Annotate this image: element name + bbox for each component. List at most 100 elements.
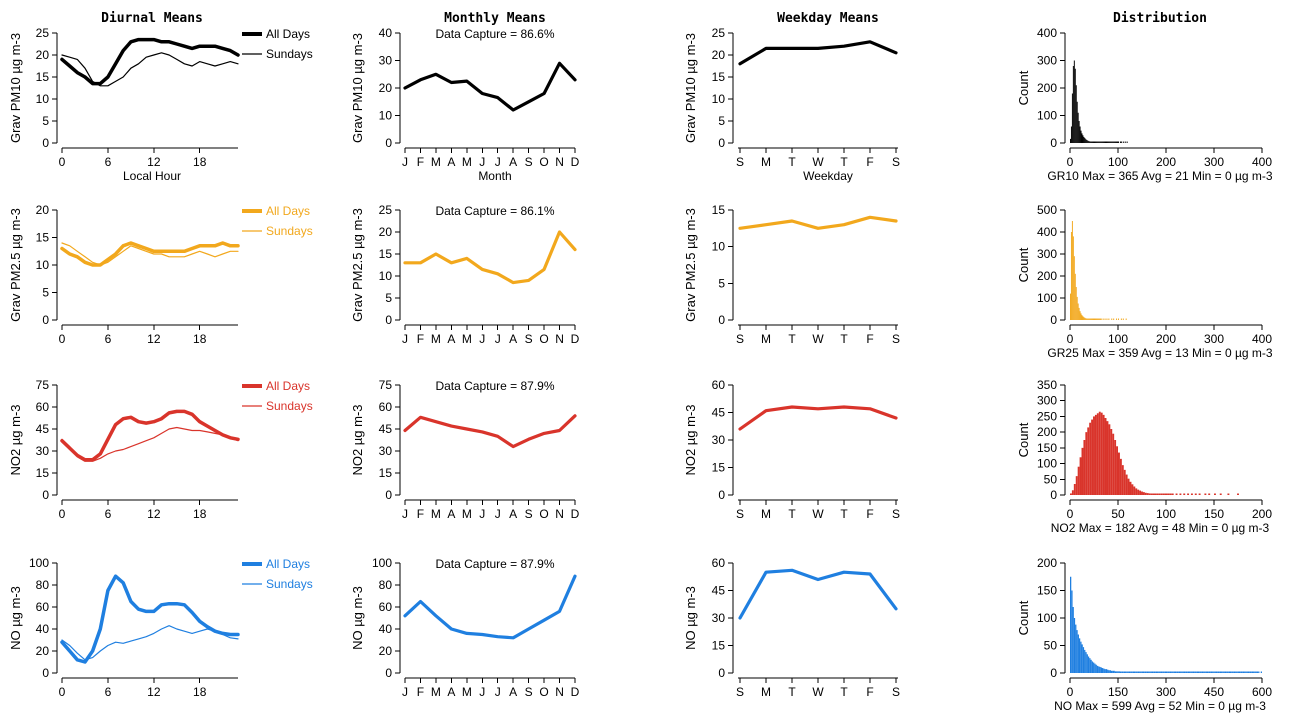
distribution-x-tick-label: 200 xyxy=(1156,332,1176,346)
histogram-bar xyxy=(1206,671,1209,673)
histogram-bar xyxy=(1123,469,1126,495)
histogram-bar xyxy=(1093,416,1095,495)
histogram-bar xyxy=(1227,671,1229,673)
histogram-bar xyxy=(1094,318,1095,320)
histogram-bar xyxy=(1098,666,1100,673)
histogram-bar xyxy=(1096,141,1098,143)
distribution-y-tick-label: 100 xyxy=(1037,457,1057,471)
monthly-y-tick-label: 15 xyxy=(379,466,393,480)
monthly-x-tick-label: N xyxy=(555,155,564,169)
histogram-bar xyxy=(1087,140,1089,143)
histogram-bar xyxy=(1089,141,1091,143)
histogram-bar xyxy=(1105,669,1108,673)
monthly-series-line xyxy=(403,61,577,112)
histogram-bar xyxy=(1217,671,1219,673)
histogram-bar xyxy=(1132,671,1134,673)
weekday-x-tick-label: S xyxy=(736,155,744,169)
histogram-bar xyxy=(1120,318,1122,320)
monthly-x-tick-label: F xyxy=(417,332,424,346)
diurnal-panel-gr25: 0 5 10 15 20 0 6 12 18 Grav PM2.5 µg m-3 All Days S… xyxy=(8,203,313,346)
histogram-bar xyxy=(1075,476,1078,495)
histogram-bar xyxy=(1137,489,1140,495)
histogram-bar xyxy=(1100,667,1102,673)
histogram-bar xyxy=(1104,418,1107,495)
weekday-x-tick-label: W xyxy=(812,685,824,699)
histogram-bar xyxy=(1093,141,1094,143)
diurnal-y-tick-label: 5 xyxy=(42,286,49,300)
histogram-bar xyxy=(1096,665,1099,673)
histogram-bar xyxy=(1224,671,1227,673)
monthly-y-tick-label: 5 xyxy=(385,291,392,305)
histogram-bar xyxy=(1111,141,1113,143)
monthly-y-tick-label: 80 xyxy=(379,578,393,592)
weekday-y-tick-label: 5 xyxy=(718,114,725,128)
histogram-bar xyxy=(1122,671,1124,673)
histogram-bar xyxy=(1081,133,1083,144)
distribution-y-tick-label: 50 xyxy=(1044,472,1058,486)
distribution-y-tick-label: 200 xyxy=(1037,269,1057,283)
weekday-x-tick-label: T xyxy=(788,685,796,699)
diurnal-y-tick-label: 60 xyxy=(36,600,50,614)
histogram-bar xyxy=(1126,141,1128,143)
monthly-series-line xyxy=(403,230,577,285)
monthly-y-tick-label: 40 xyxy=(379,622,393,636)
histogram-bar xyxy=(1076,296,1078,320)
histogram-bar xyxy=(1208,671,1210,673)
histogram-bar xyxy=(1123,671,1126,673)
weekday-y-tick-label: 10 xyxy=(712,240,726,254)
histogram-bar xyxy=(1112,141,1114,143)
histogram-bar xyxy=(1097,141,1099,143)
histogram-bar xyxy=(1159,671,1161,673)
histogram-bar xyxy=(1074,273,1076,320)
weekday-x-tick-label: M xyxy=(761,685,771,699)
histogram-bar xyxy=(1175,493,1178,495)
monthly-x-tick-label: J xyxy=(479,685,485,699)
histogram-bar xyxy=(1077,112,1079,143)
distribution-caption: GR10 Max = 365 Avg = 21 Min = 0 µg m-3 xyxy=(1047,169,1272,183)
histogram-bar xyxy=(1187,671,1190,673)
distribution-x-tick-label: 0 xyxy=(1067,332,1074,346)
diurnal-series-all-days xyxy=(60,574,240,664)
histogram-bar xyxy=(1127,478,1130,495)
histogram-bar xyxy=(1085,318,1087,320)
histogram-bar xyxy=(1135,671,1137,673)
histogram-bar xyxy=(1108,424,1111,495)
histogram-bar xyxy=(1071,590,1073,673)
histogram-bar xyxy=(1164,493,1166,495)
histogram-bar xyxy=(1086,318,1088,320)
histogram-bar xyxy=(1108,318,1110,320)
histogram-bar xyxy=(1080,641,1082,673)
diurnal-y-tick-label: 20 xyxy=(36,203,50,217)
histogram-bar xyxy=(1096,318,1098,320)
monthly-y-tick-label: 0 xyxy=(385,136,392,150)
data-capture-note: Data Capture = 86.6% xyxy=(435,27,554,41)
histogram-bar xyxy=(1079,311,1081,320)
distribution-y-tick-label: 300 xyxy=(1037,394,1057,408)
histogram-bar xyxy=(1242,671,1245,673)
weekday-y-tick-label: 45 xyxy=(712,406,726,420)
diurnal-y-tick-label: 60 xyxy=(36,400,50,414)
diurnal-x-tick-label: 0 xyxy=(59,507,66,521)
histogram-bar xyxy=(1176,671,1178,673)
monthly-y-tick-label: 40 xyxy=(379,26,393,40)
histogram-bar xyxy=(1183,671,1186,673)
histogram-bar xyxy=(1150,493,1153,495)
histogram-bar xyxy=(1144,492,1147,495)
diurnal-x-tick-label: 0 xyxy=(59,685,66,699)
legend-label-sundays: Sundays xyxy=(266,47,313,61)
legend-label-all-days: All Days xyxy=(266,27,310,41)
monthly-x-tick-label: O xyxy=(539,507,548,521)
histogram-bar xyxy=(1156,493,1159,495)
histogram-bar xyxy=(1228,671,1230,673)
diurnal-y-axis-label: NO2 µg m-3 xyxy=(8,404,23,475)
monthly-x-tick-label: D xyxy=(571,685,580,699)
histogram-bar xyxy=(1078,307,1080,320)
histogram-bar xyxy=(1094,318,1096,320)
histogram-bar xyxy=(1081,315,1083,320)
histogram-bar xyxy=(1108,141,1110,143)
monthly-y-tick-label: 100 xyxy=(372,556,392,570)
histogram-bar xyxy=(1154,493,1157,495)
weekday-x-tick-label: W xyxy=(812,332,824,346)
histogram-bar xyxy=(1196,671,1198,673)
histogram-bar xyxy=(1083,136,1085,143)
